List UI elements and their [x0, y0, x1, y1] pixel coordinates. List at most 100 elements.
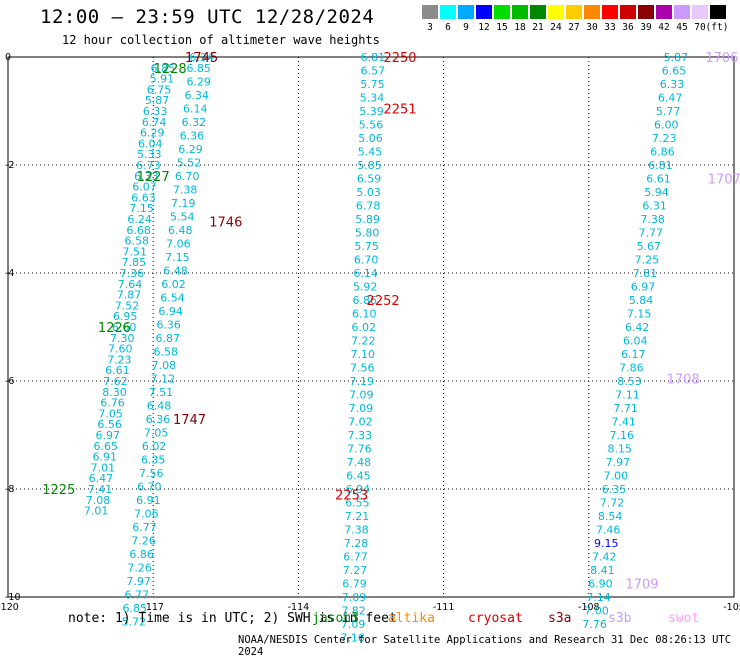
- wave-height-value: 7.76: [347, 443, 372, 456]
- wave-height-value: 6.29: [186, 75, 211, 88]
- legend-label: 30: [586, 22, 598, 33]
- wave-height-value: 6.31: [642, 200, 667, 213]
- legend-label: 45: [676, 22, 688, 33]
- wave-height-value: 5.94: [644, 186, 669, 199]
- pass-time-label: 1227: [137, 170, 170, 185]
- wave-height-value: 6.58: [124, 235, 149, 248]
- pass-time-label: 1745: [185, 51, 218, 66]
- wave-height-value: 6.91: [93, 451, 118, 464]
- wave-height-value: 6.35: [602, 483, 627, 496]
- pass-track-4: 5.876.656.336.475.776.007.236.866.816.61…: [582, 51, 688, 631]
- wave-height-value: 7.72: [600, 497, 625, 510]
- wave-height-value: 5.77: [656, 105, 681, 118]
- wave-height-value: 6.86: [129, 548, 154, 561]
- wave-height-value: 7.97: [606, 456, 631, 469]
- legend-label: 42: [658, 22, 670, 33]
- wave-height-value: 6.34: [185, 89, 210, 102]
- legend-label: 12: [478, 22, 490, 33]
- satellite-label-jason3: jason3: [312, 611, 359, 626]
- wave-height-value: 7.27: [343, 564, 368, 577]
- axis-ticks: -120 -117 -114 -111 -108 -105 0 -2 -4 -6 -8 -10: [0, 52, 740, 613]
- satellite-label-s3b: s3b: [608, 611, 632, 626]
- wave-height-value: 7.15: [165, 251, 190, 264]
- wave-height-value: 7.51: [123, 245, 148, 258]
- y-tick-label: -6: [5, 376, 14, 387]
- wave-height-value: 6.61: [646, 173, 671, 186]
- legend-swatch: [422, 5, 438, 19]
- wave-height-value: 7.10: [351, 348, 376, 361]
- wave-height-value: 6.02: [351, 321, 376, 334]
- satellite-label-swot: swot: [668, 611, 700, 626]
- wave-height-value: 6.58: [154, 345, 179, 358]
- pass-track-3: 6.816.575.755.345.395.565.065.455.856.59…: [340, 51, 385, 645]
- legend-label: 9: [463, 22, 469, 33]
- wave-height-value: 7.41: [611, 416, 636, 429]
- x-tick-label: -120: [0, 602, 19, 613]
- grid-lines: [8, 57, 734, 597]
- wave-height-value: 5.56: [359, 119, 384, 132]
- wave-height-value: 6.48: [168, 224, 193, 237]
- wave-height-value: 6.73: [136, 159, 161, 172]
- wave-height-value: 6.74: [142, 116, 167, 129]
- wave-height-value: 7.26: [127, 561, 152, 574]
- legend-swatch: [512, 5, 528, 19]
- wave-height-value: 6.77: [132, 521, 157, 534]
- legend-swatch: [584, 5, 600, 19]
- wave-height-value: 6.57: [361, 65, 386, 78]
- wave-height-value: 7.56: [139, 467, 164, 480]
- wave-height-value: 5.33: [137, 148, 162, 161]
- wave-height-value: 7.05: [144, 426, 169, 439]
- wave-height-value: 7.38: [640, 213, 665, 226]
- wave-height-value: 6.33: [660, 78, 685, 91]
- wave-height-value: 5.72: [122, 615, 147, 628]
- pass-time-label: 1746: [209, 216, 242, 231]
- wave-height-value: 6.70: [354, 254, 379, 267]
- wave-height-value: 6.47: [658, 92, 683, 105]
- wave-height-value: 7.15: [129, 202, 154, 215]
- wave-height-value: 6.86: [352, 294, 377, 307]
- wave-height-value: 7.87: [117, 289, 142, 302]
- wave-height-value: 6.70: [175, 170, 200, 183]
- wave-height-value: 6.61: [105, 364, 130, 377]
- wave-height-value: 7.16: [609, 429, 634, 442]
- wave-height-value: 6.81: [361, 51, 386, 64]
- wave-height-value: 6.17: [621, 348, 646, 361]
- y-tick-label: -10: [5, 592, 21, 603]
- wave-height-value: 5.75: [360, 78, 385, 91]
- wave-height-value: 7.33: [348, 429, 373, 442]
- wave-height-value: 7.86: [619, 362, 644, 375]
- wave-height-value: 6.76: [100, 397, 125, 410]
- note-text: note: 1) Time is in UTC; 2) SWH is in fe…: [68, 611, 397, 626]
- wave-height-value: 7.21: [345, 510, 370, 523]
- wave-height-value: 6.94: [158, 305, 183, 318]
- y-tick-label: 0: [5, 52, 11, 63]
- wave-height-value: 6.35: [141, 453, 166, 466]
- wave-height-value: 7.23: [652, 132, 677, 145]
- pass-time-label: 1708: [667, 372, 700, 387]
- x-tick-label: -117: [142, 602, 164, 613]
- pass-time-label: 1226: [98, 321, 131, 336]
- pass-track-1: 6.855.916.755.876.336.746.296.045.336.73…: [84, 62, 175, 518]
- wave-height-value: 6.29: [140, 127, 165, 140]
- wave-height-value: 7.56: [350, 362, 375, 375]
- wave-height-value: 8.54: [598, 510, 623, 523]
- wave-height-value: 6.77: [124, 588, 149, 601]
- pass-track-2: 6.346.856.296.346.146.326.366.295.526.70…: [122, 51, 214, 628]
- legend-label: 39: [640, 22, 652, 33]
- wave-height-value: 5.34: [360, 92, 385, 105]
- legend-swatch: [638, 5, 654, 19]
- wave-height-value: 6.91: [136, 494, 161, 507]
- wave-height-value: 6.48: [163, 264, 188, 277]
- wave-height-value: 7.06: [166, 237, 191, 250]
- wave-height-value: 5.45: [358, 146, 383, 159]
- wave-height-value: 6.36: [146, 413, 171, 426]
- wave-height-value: 7.00: [584, 605, 609, 618]
- wave-height-value: 7.81: [633, 267, 658, 280]
- legend-label: 21: [532, 22, 544, 33]
- wave-height-value: 7.48: [347, 456, 372, 469]
- wave-height-value: 7.97: [126, 575, 151, 588]
- wave-height-value: 6.65: [94, 440, 119, 453]
- pass-time-label: 1706: [705, 51, 738, 66]
- y-tick-label: -2: [5, 160, 14, 171]
- x-tick-label: -111: [433, 602, 455, 613]
